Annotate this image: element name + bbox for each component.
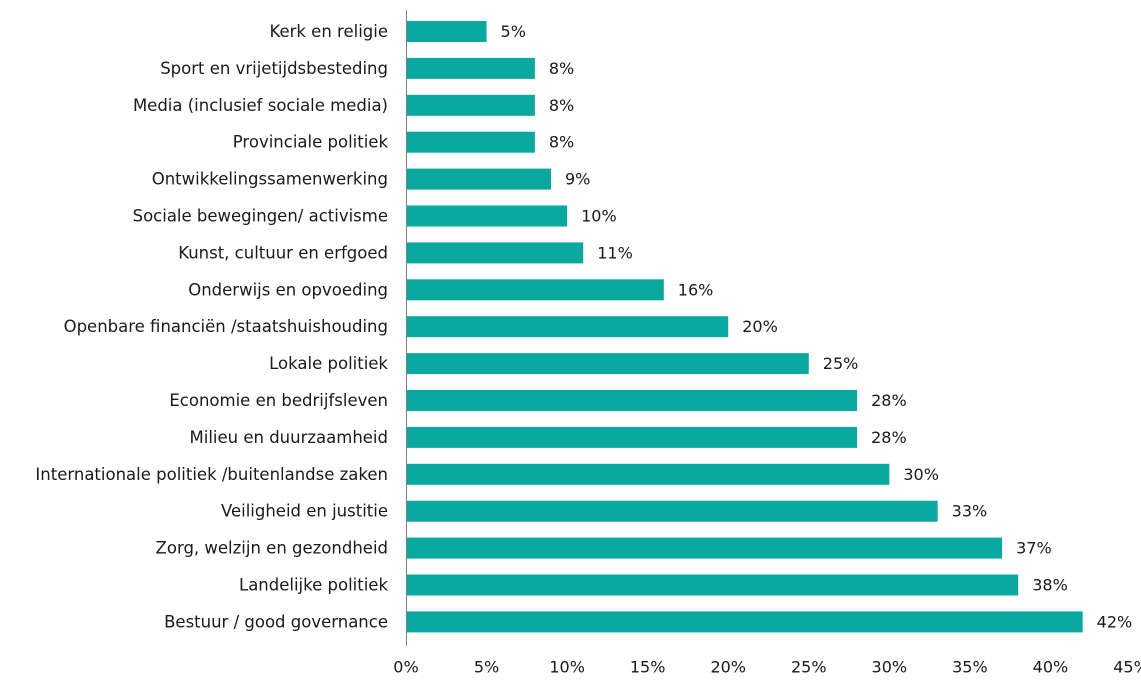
data-label: 11% <box>597 243 633 262</box>
category-label: Bestuur / good governance <box>164 612 388 631</box>
category-label: Zorg, welzijn en gezondheid <box>156 539 388 558</box>
data-labels-group: 5% 8% 8% 8% 9% 10% 11% 16% 20% 25% 28% 28% 30% 33% 37%… <box>501 22 1133 631</box>
category-label: Landelijke politiek <box>239 576 388 595</box>
data-label: 8% <box>549 96 574 115</box>
data-label: 33% <box>952 502 988 521</box>
bar-4 <box>406 131 535 153</box>
category-label: Onderwijs en opvoeding <box>188 280 388 299</box>
data-label: 25% <box>823 354 859 373</box>
x-axis-ticks-group: 0% 5% 10% 15% 20% 25% 30% 35% 40% 45% <box>393 658 1141 677</box>
bar-10 <box>406 353 809 375</box>
category-label: Veiligheid en justitie <box>221 502 388 521</box>
category-label: Sociale bewegingen/ activisme <box>133 207 388 226</box>
x-tick-label: 5% <box>474 658 499 677</box>
category-label: Ontwikkelingssamenwerking <box>152 170 388 189</box>
bar-9 <box>406 316 729 338</box>
category-label: Kunst, cultuur en erfgoed <box>178 243 388 262</box>
data-label: 16% <box>678 280 714 299</box>
category-label: Lokale politiek <box>269 354 388 373</box>
bar-3 <box>406 94 535 116</box>
bar-11 <box>406 390 858 411</box>
x-tick-label: 45% <box>1113 658 1141 677</box>
bar-8 <box>406 279 664 301</box>
category-label: Internationale politiek /buitenlandse za… <box>35 465 388 484</box>
bar-13 <box>406 463 890 485</box>
data-label: 9% <box>565 170 590 189</box>
data-label: 42% <box>1097 612 1133 631</box>
x-tick-label: 40% <box>1033 658 1069 677</box>
data-label: 38% <box>1032 576 1068 595</box>
data-label: 30% <box>903 465 939 484</box>
data-label: 20% <box>742 317 778 336</box>
bar-17 <box>406 611 1083 633</box>
bar-12 <box>406 426 858 448</box>
bar-14 <box>406 500 938 522</box>
x-tick-label: 35% <box>952 658 988 677</box>
x-tick-label: 0% <box>393 658 418 677</box>
x-tick-label: 30% <box>872 658 908 677</box>
bar-16 <box>406 574 1019 596</box>
bar-7 <box>406 242 584 264</box>
bar-5 <box>406 168 551 190</box>
x-tick-label: 15% <box>630 658 666 677</box>
bar-2 <box>406 57 535 79</box>
category-label: Openbare financiën /staatshuishouding <box>64 317 388 336</box>
category-labels-group: Kerk en religie Sport en vrijetijdsbested… <box>35 22 388 631</box>
x-tick-label: 10% <box>549 658 585 677</box>
data-label: 5% <box>501 22 526 41</box>
x-tick-label: 25% <box>791 658 827 677</box>
x-tick-label: 20% <box>710 658 746 677</box>
bar-6 <box>406 205 568 227</box>
data-label: 28% <box>871 428 907 447</box>
data-label: 28% <box>871 391 907 410</box>
data-label: 8% <box>549 133 574 152</box>
bar-1 <box>406 21 487 42</box>
category-label: Provinciale politiek <box>233 133 389 152</box>
data-label: 37% <box>1016 539 1052 558</box>
category-label: Milieu en duurzaamheid <box>190 428 389 447</box>
category-label: Media (inclusief sociale media) <box>133 96 388 115</box>
category-label: Economie en bedrijfsleven <box>169 391 388 410</box>
category-label: Sport en vrijetijdsbesteding <box>160 59 388 78</box>
bar-15 <box>406 537 1003 559</box>
data-label: 10% <box>581 207 617 226</box>
data-label: 8% <box>549 59 574 78</box>
bars-group <box>406 21 1083 633</box>
category-label: Kerk en religie <box>269 22 388 41</box>
